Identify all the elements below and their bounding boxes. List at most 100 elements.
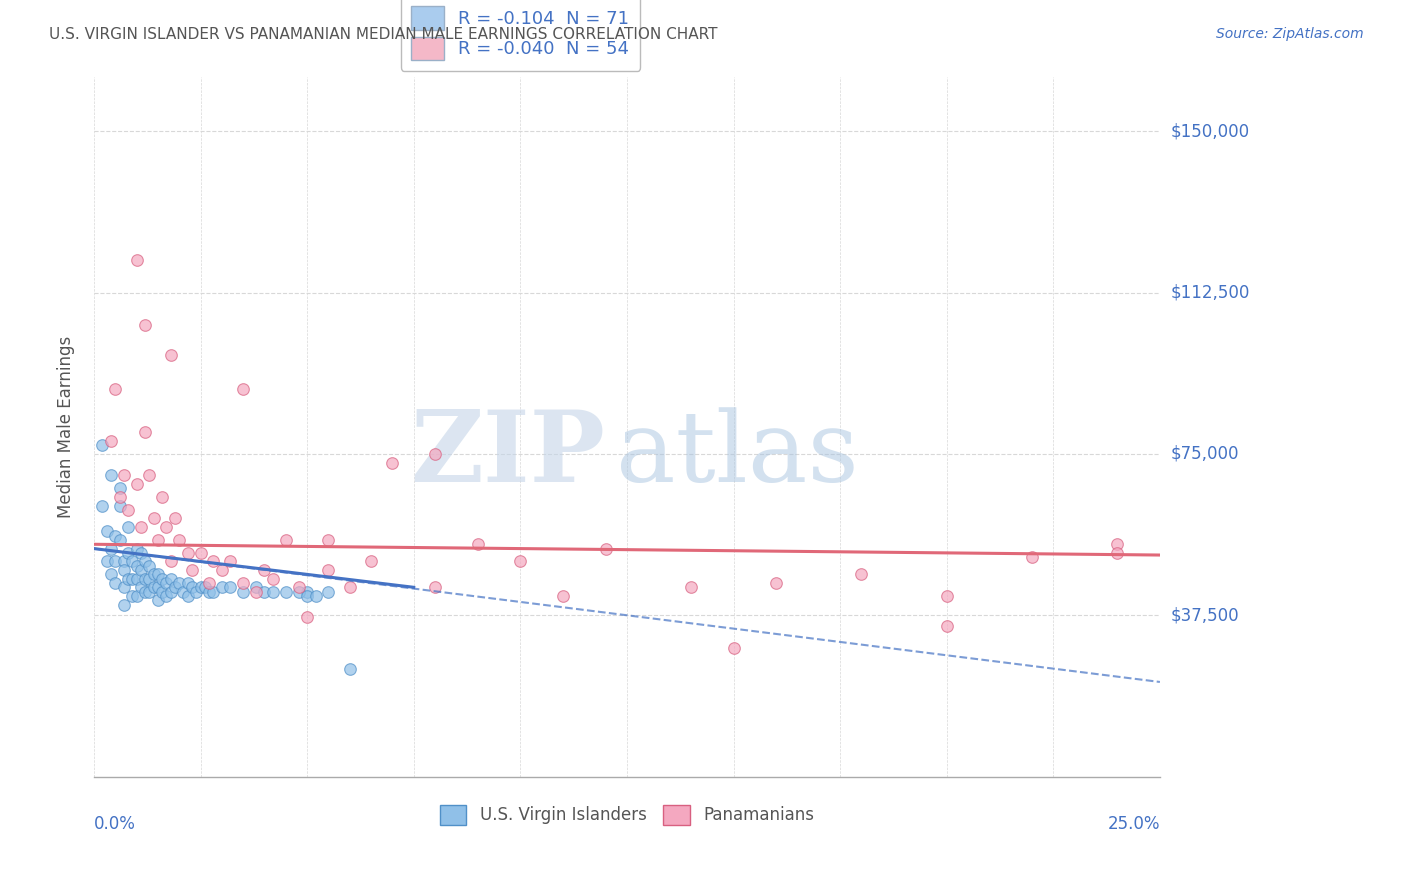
Point — [117, 503, 139, 517]
Point — [112, 598, 135, 612]
Point — [232, 584, 254, 599]
Text: 25.0%: 25.0% — [1108, 815, 1160, 833]
Point — [245, 580, 267, 594]
Point — [104, 529, 127, 543]
Point — [134, 425, 156, 440]
Point — [287, 580, 309, 594]
Point — [935, 619, 957, 633]
Y-axis label: Median Male Earnings: Median Male Earnings — [58, 336, 75, 518]
Point — [117, 546, 139, 560]
Point — [125, 589, 148, 603]
Point — [595, 541, 617, 556]
Point — [159, 572, 181, 586]
Point — [274, 533, 297, 547]
Point — [104, 383, 127, 397]
Point — [129, 563, 152, 577]
Point — [134, 584, 156, 599]
Text: $37,500: $37,500 — [1171, 607, 1240, 624]
Point — [167, 533, 190, 547]
Text: U.S. VIRGIN ISLANDER VS PANAMANIAN MEDIAN MALE EARNINGS CORRELATION CHART: U.S. VIRGIN ISLANDER VS PANAMANIAN MEDIA… — [49, 27, 717, 42]
Point — [181, 580, 204, 594]
Point — [274, 584, 297, 599]
Point — [190, 580, 212, 594]
Legend: U.S. Virgin Islanders, Panamanians: U.S. Virgin Islanders, Panamanians — [433, 798, 821, 831]
Point — [202, 584, 225, 599]
Point — [318, 563, 340, 577]
Point — [177, 589, 200, 603]
Point — [138, 584, 160, 599]
Point — [509, 554, 531, 568]
Point — [177, 576, 200, 591]
Point — [163, 511, 186, 525]
Point — [1107, 537, 1129, 551]
Point — [125, 558, 148, 573]
Point — [146, 567, 169, 582]
Point — [159, 348, 181, 362]
Point — [134, 318, 156, 332]
Point — [104, 554, 127, 568]
Point — [1107, 546, 1129, 560]
Point — [318, 584, 340, 599]
Point — [134, 572, 156, 586]
Point — [121, 589, 143, 603]
Point — [96, 524, 118, 539]
Point — [232, 576, 254, 591]
Point — [150, 584, 173, 599]
Point — [125, 572, 148, 586]
Point — [150, 572, 173, 586]
Point — [108, 533, 131, 547]
Point — [232, 383, 254, 397]
Point — [295, 584, 318, 599]
Point — [125, 253, 148, 268]
Point — [381, 456, 404, 470]
Point — [219, 554, 242, 568]
Text: Source: ZipAtlas.com: Source: ZipAtlas.com — [1216, 27, 1364, 41]
Point — [186, 584, 208, 599]
Point — [100, 434, 122, 448]
Text: $112,500: $112,500 — [1171, 284, 1250, 301]
Point — [245, 584, 267, 599]
Point — [163, 580, 186, 594]
Point — [295, 610, 318, 624]
Point — [100, 541, 122, 556]
Point — [121, 554, 143, 568]
Point — [146, 580, 169, 594]
Point — [138, 558, 160, 573]
Point — [155, 576, 177, 591]
Point — [134, 554, 156, 568]
Point — [287, 584, 309, 599]
Point — [159, 554, 181, 568]
Point — [108, 499, 131, 513]
Point — [723, 640, 745, 655]
Point — [935, 589, 957, 603]
Point — [129, 580, 152, 594]
Point — [142, 580, 165, 594]
Point — [172, 584, 194, 599]
Point — [198, 576, 221, 591]
Point — [423, 580, 446, 594]
Point — [121, 572, 143, 586]
Point — [112, 554, 135, 568]
Point — [211, 580, 233, 594]
Text: $150,000: $150,000 — [1171, 122, 1250, 140]
Point — [851, 567, 873, 582]
Point — [262, 584, 284, 599]
Text: $75,000: $75,000 — [1171, 445, 1240, 463]
Point — [318, 533, 340, 547]
Point — [155, 520, 177, 534]
Point — [198, 584, 221, 599]
Point — [253, 563, 276, 577]
Point — [96, 554, 118, 568]
Point — [219, 580, 242, 594]
Point — [91, 499, 114, 513]
Point — [125, 541, 148, 556]
Point — [91, 438, 114, 452]
Point — [253, 584, 276, 599]
Point — [211, 563, 233, 577]
Point — [146, 593, 169, 607]
Point — [262, 572, 284, 586]
Point — [339, 662, 361, 676]
Text: 0.0%: 0.0% — [94, 815, 136, 833]
Point — [146, 533, 169, 547]
Point — [125, 477, 148, 491]
